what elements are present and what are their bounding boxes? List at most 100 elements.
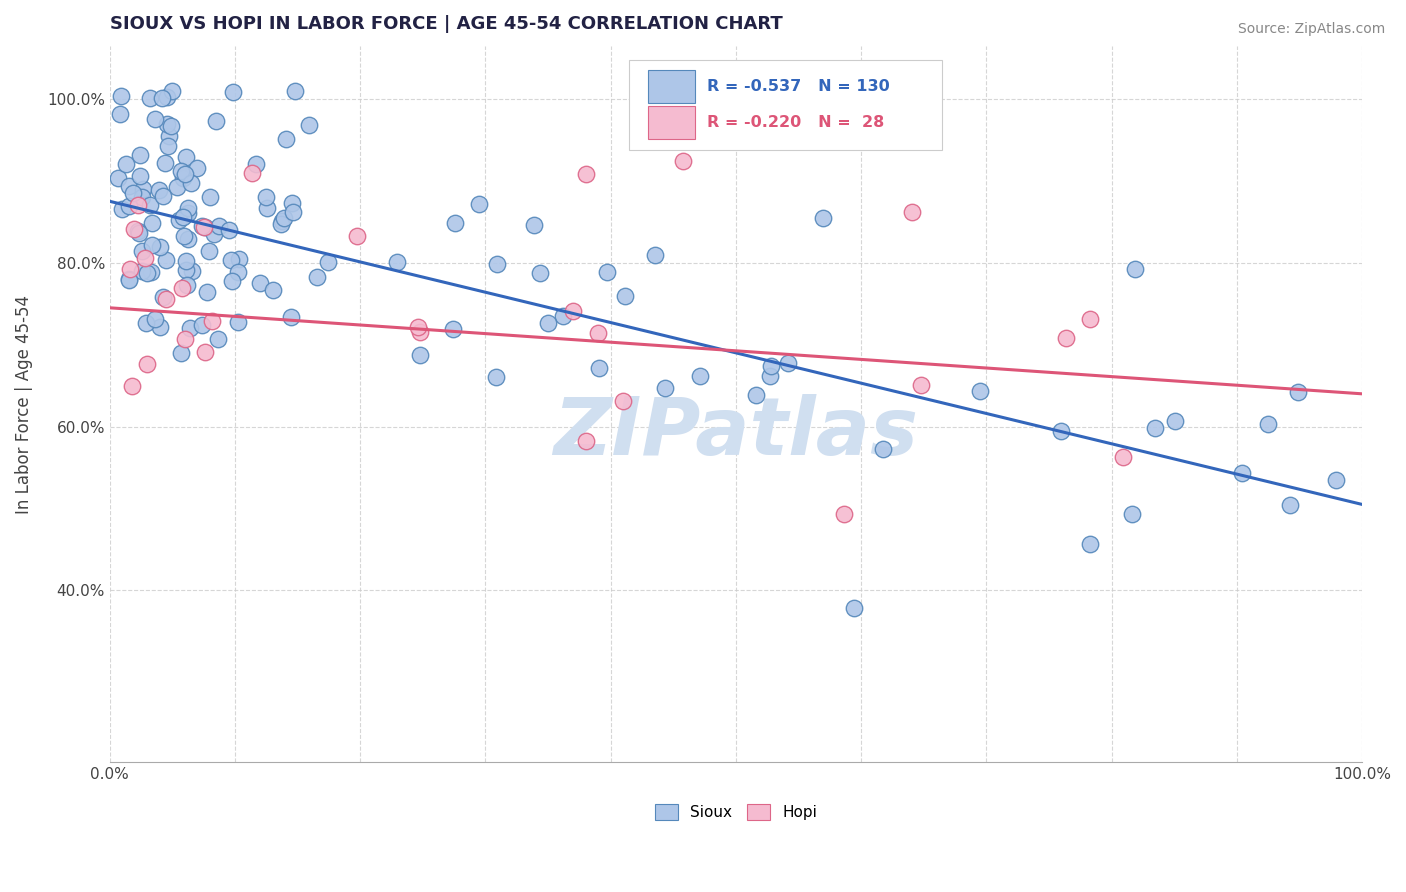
Point [441, 322, 464, 336]
Point [152, 290, 174, 304]
Point [118, 178, 141, 193]
Point [177, 232, 200, 246]
Point [1286, 384, 1309, 399]
Point [194, 219, 217, 234]
Point [170, 164, 193, 178]
Text: SIOUX VS HOPI IN LABOR FORCE | AGE 45-54 CORRELATION CHART: SIOUX VS HOPI IN LABOR FORCE | AGE 45-54… [110, 15, 783, 33]
Point [901, 204, 924, 219]
Point [485, 257, 508, 271]
FancyBboxPatch shape [630, 60, 942, 150]
Point [468, 196, 491, 211]
Point [271, 213, 294, 227]
Point [689, 369, 711, 384]
Point [110, 107, 132, 121]
Point [228, 265, 250, 279]
Y-axis label: In Labor Force | Age 45-54: In Labor Force | Age 45-54 [15, 294, 32, 514]
Point [141, 216, 163, 230]
Point [191, 318, 214, 333]
Point [1111, 450, 1133, 464]
Point [307, 270, 329, 285]
Point [177, 206, 200, 220]
Point [280, 310, 302, 324]
Point [131, 263, 153, 277]
Point [132, 182, 155, 196]
Point [128, 227, 150, 241]
Point [245, 157, 267, 171]
Point [174, 332, 197, 346]
Point [139, 90, 162, 104]
Point [127, 224, 149, 238]
Point [167, 213, 190, 227]
Point [759, 359, 782, 374]
Point [170, 345, 193, 359]
Point [1324, 473, 1347, 487]
Point [834, 508, 856, 522]
Point [149, 320, 172, 334]
Point [644, 248, 666, 262]
Point [346, 229, 368, 244]
Point [174, 150, 197, 164]
Point [195, 285, 218, 299]
Point [131, 244, 153, 258]
Point [529, 266, 551, 280]
Point [262, 283, 284, 297]
Point [872, 442, 894, 456]
Point [160, 120, 183, 134]
Point [1164, 414, 1187, 428]
Point [219, 253, 242, 268]
Point [537, 316, 560, 330]
Point [172, 280, 194, 294]
Point [270, 217, 292, 231]
Point [561, 304, 583, 318]
Point [1054, 331, 1077, 345]
Point [1232, 467, 1254, 481]
Point [316, 255, 339, 269]
Point [166, 179, 188, 194]
Text: ZIPatlas: ZIPatlas [554, 393, 918, 472]
Point [156, 117, 179, 131]
Point [155, 253, 177, 268]
Point [141, 238, 163, 252]
Point [121, 186, 143, 200]
Point [484, 369, 506, 384]
Point [191, 219, 214, 234]
Point [174, 262, 197, 277]
Point [409, 325, 432, 339]
Point [776, 356, 799, 370]
Point [156, 139, 179, 153]
Point [136, 266, 159, 280]
Point [180, 176, 202, 190]
Point [110, 89, 132, 103]
Point [613, 289, 636, 303]
Point [813, 211, 835, 225]
Point [157, 129, 180, 144]
Point [222, 86, 245, 100]
Point [385, 254, 408, 268]
Point [198, 244, 221, 258]
Point [139, 198, 162, 212]
Point [759, 369, 782, 384]
Point [131, 190, 153, 204]
Point [240, 166, 263, 180]
Point [249, 276, 271, 290]
Point [654, 381, 676, 395]
Point [107, 171, 129, 186]
Point [134, 252, 156, 266]
Point [198, 190, 221, 204]
Point [172, 211, 194, 225]
Point [129, 147, 152, 161]
Point [152, 188, 174, 202]
Point [118, 272, 141, 286]
Text: R = -0.220   N =  28: R = -0.220 N = 28 [707, 115, 884, 130]
Point [273, 211, 295, 225]
Legend: Sioux, Hopi: Sioux, Hopi [648, 798, 823, 827]
Text: R = -0.537   N = 130: R = -0.537 N = 130 [707, 79, 890, 94]
Point [207, 332, 229, 346]
Point [136, 357, 159, 371]
Point [1078, 312, 1101, 326]
FancyBboxPatch shape [648, 106, 695, 139]
Point [284, 84, 307, 98]
Point [672, 153, 695, 168]
Point [115, 157, 138, 171]
Point [111, 202, 134, 216]
